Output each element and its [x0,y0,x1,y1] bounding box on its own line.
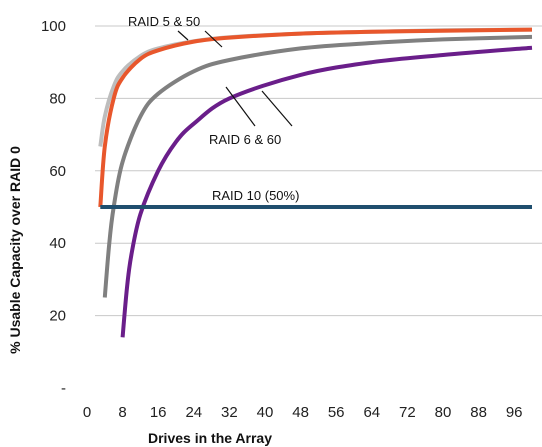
y-tick-label: 100 [41,18,66,35]
y-tick-label: 20 [49,308,66,325]
series-raid-60-line [120,45,533,338]
y-tick-label: 40 [49,235,66,252]
x-tick-label: 96 [506,404,523,421]
grid-lines [95,25,542,317]
x-tick-label: 48 [292,404,309,421]
y-tick-labels: - 20 40 60 80 100 [41,18,66,397]
x-tick-label: 8 [118,404,126,421]
x-tick-label: 64 [363,404,380,421]
annotation-raid-10: RAID 10 (50%) [212,188,299,203]
x-tick-label: 72 [399,404,416,421]
y-axis-title: % Usable Capacity over RAID 0 [7,146,23,354]
leader-raid-6 [225,86,256,127]
y-tick-label: 60 [49,163,66,180]
annotation-raid-6-60: RAID 6 & 60 [209,132,281,147]
y-tick-label: 80 [49,90,66,107]
annotation-leader-lines [177,30,293,127]
x-tick-label: 40 [257,404,274,421]
x-tick-label: 88 [470,404,487,421]
series-raid-6-line [102,34,533,298]
series-lines [98,27,533,338]
x-tick-label: 0 [83,404,91,421]
y-tick-label: - [61,380,66,397]
leader-raid-60 [261,90,293,127]
series-raid-50-line [98,27,533,208]
annotation-raid-5-50: RAID 5 & 50 [128,14,200,29]
x-tick-label: 80 [435,404,452,421]
leader-raid-50 [204,30,223,48]
x-tick-label: 24 [185,404,202,421]
x-axis-title: Drives in the Array [148,430,272,446]
x-tick-label: 16 [150,404,167,421]
x-tick-label: 56 [328,404,345,421]
x-tick-labels: 0 8 16 24 32 40 48 56 64 72 80 88 96 [83,404,523,421]
leader-raid-5 [177,30,189,41]
x-tick-label: 32 [221,404,238,421]
